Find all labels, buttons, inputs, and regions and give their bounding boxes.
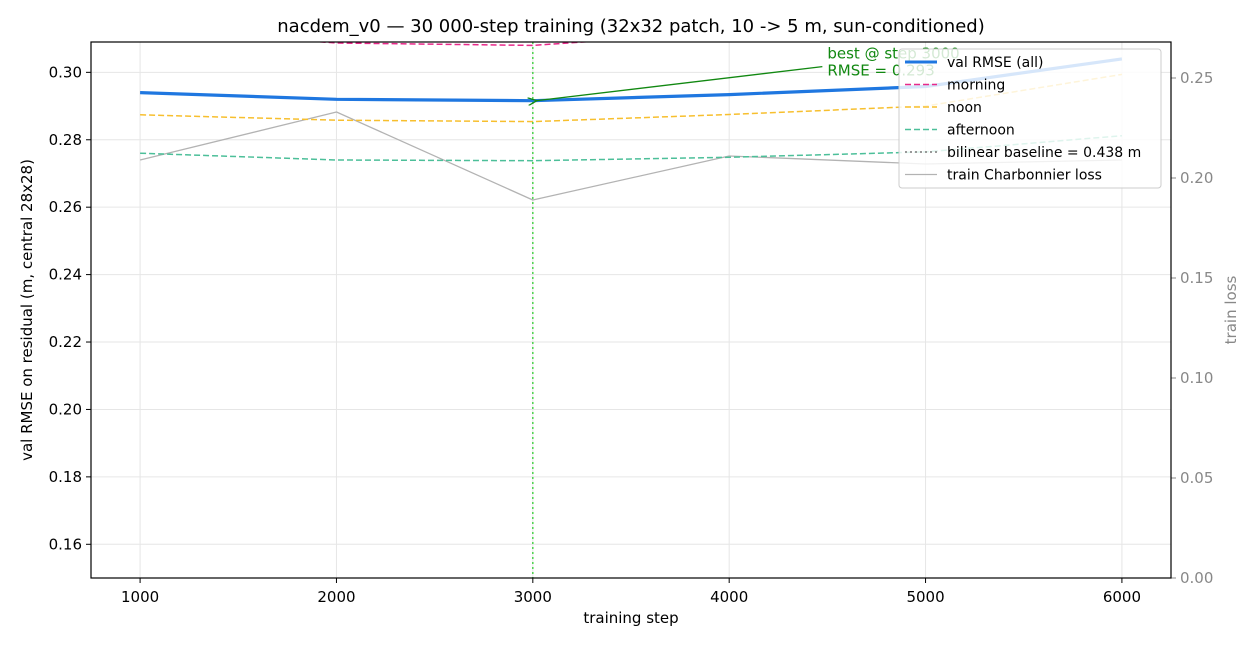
chart-title: nacdem_v0 — 30 000-step training (32x32 … — [277, 16, 984, 37]
legend-label-4: bilinear baseline = 0.438 m — [947, 145, 1141, 161]
y-axis-label: val RMSE on residual (m, central 28x28) — [18, 159, 36, 461]
y-tick-label: 0.26 — [49, 198, 82, 216]
y2-tick-label: 0.00 — [1180, 569, 1213, 587]
y-tick-label: 0.30 — [49, 63, 82, 81]
y2-tick-label: 0.15 — [1180, 269, 1213, 287]
x-tick-label: 2000 — [317, 588, 355, 606]
y2-tick-label: 0.20 — [1180, 169, 1213, 187]
annotation-arrow — [537, 65, 823, 101]
y-tick-label: 0.16 — [49, 535, 82, 553]
y-axis-ticks: 0.16 0.18 0.20 0.22 0.24 0.26 0.28 0.30 — [49, 63, 91, 553]
y2-tick-label: 0.25 — [1180, 69, 1213, 87]
y2-tick-label: 0.05 — [1180, 469, 1213, 487]
y-tick-label: 0.22 — [49, 333, 82, 351]
y2-axis-label: train loss — [1222, 275, 1240, 344]
y-tick-label: 0.20 — [49, 400, 82, 418]
y-tick-label: 0.24 — [49, 266, 82, 284]
x-axis-ticks: 1000 2000 3000 4000 5000 6000 — [121, 578, 1141, 606]
x-tick-label: 4000 — [710, 588, 748, 606]
y-tick-label: 0.18 — [49, 468, 82, 486]
legend-label-3: afternoon — [947, 123, 1015, 139]
x-tick-label: 1000 — [121, 588, 159, 606]
x-axis-label: training step — [583, 609, 678, 627]
series-line-3 — [140, 134, 1122, 162]
legend-label-0: val RMSE (all) — [947, 55, 1043, 71]
x-tick-label: 3000 — [514, 588, 552, 606]
y2-axis-ticks: 0.00 0.05 0.10 0.15 0.20 0.25 — [1171, 69, 1213, 587]
legend-label-5: train Charbonnier loss — [947, 168, 1102, 184]
series-line-2 — [140, 73, 1123, 123]
plot-frame — [90, 41, 1172, 579]
legend-label-1: morning — [947, 78, 1005, 94]
y-tick-label: 0.28 — [49, 131, 82, 149]
legend: val RMSE (all) morning noon afternoon biline… — [898, 48, 1162, 189]
x-tick-label: 6000 — [1103, 588, 1141, 606]
legend-box — [898, 48, 1162, 189]
legend-label-2: noon — [947, 100, 982, 116]
x-tick-label: 5000 — [906, 588, 944, 606]
y2-tick-label: 0.10 — [1180, 369, 1213, 387]
